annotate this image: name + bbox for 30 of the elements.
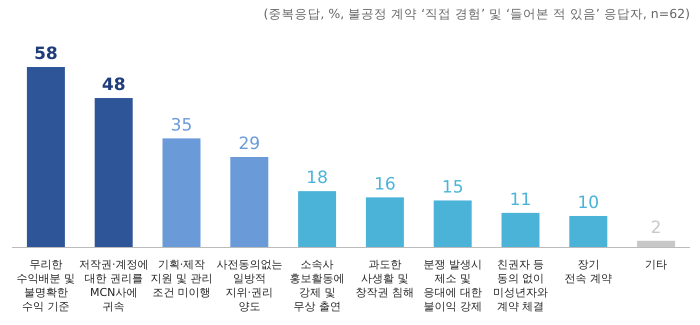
x-tick-label: 장기 전속 계약 (564, 258, 612, 285)
bar (569, 216, 608, 247)
data-label: 18 (306, 168, 328, 188)
data-label: 48 (102, 75, 126, 96)
bar (502, 212, 540, 247)
data-label: 35 (170, 115, 192, 136)
chart-subtitle: (중복응답, %, 불공정 계약 ‘직접 경험’ 및 ‘들어본 적 있음’ 응답자, n=62) (264, 6, 690, 21)
data-label: 29 (238, 134, 260, 154)
bar (162, 138, 200, 247)
bar (230, 157, 268, 247)
bar (366, 197, 404, 247)
x-tick-label: 분쟁 발생시 제소 및 응대에 대한 불이익 강제 (423, 258, 482, 313)
bar (94, 98, 133, 247)
x-tick-label: 소속사 홍보활동에 강제 및 무상 출연 (290, 258, 345, 313)
data-label: 16 (374, 174, 396, 194)
x-tick-label: 사전동의없는 일방적 지위·권리 양도 (216, 258, 282, 313)
data-label: 58 (34, 44, 58, 64)
bar (298, 191, 336, 247)
data-label: 15 (442, 177, 464, 198)
x-tick-label: 저작권·계정에 대한 권리를 MCN사에 귀속 (78, 258, 148, 313)
x-tick-label: 친권자 등 동의 없이 미성년자와 계약 체결 (493, 258, 548, 313)
data-label: 10 (577, 192, 600, 213)
x-tick-label: 기타 (645, 258, 668, 271)
data-label: 11 (510, 190, 532, 210)
bar (26, 67, 65, 247)
bar (637, 240, 676, 247)
x-tick-label: 무리한 수익배분 및 불명확한 수익 기준 (16, 258, 76, 313)
bar (434, 200, 472, 247)
x-tick-label: 기획·제작 지원 및 관리 조건 미이행 (150, 258, 212, 299)
x-tick-label: 과도한 사생활 및 창작권 침해 (356, 258, 414, 299)
